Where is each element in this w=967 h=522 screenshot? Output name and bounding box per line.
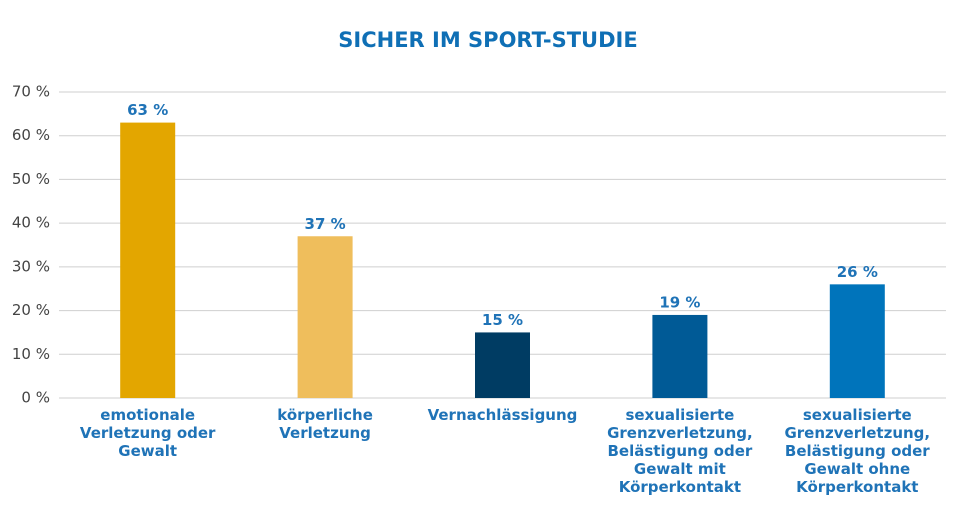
y-tick-label: 70 % — [12, 83, 50, 101]
x-tick-label: Vernachlässigung — [427, 406, 578, 424]
x-tick-label: körperliche Verletzung — [277, 406, 373, 442]
bar — [652, 314, 708, 398]
x-tick-label: sexualisierte Grenzverletzung, Belästigu… — [607, 406, 753, 496]
y-tick-label: 30 % — [12, 257, 50, 275]
y-tick-label: 0 % — [21, 389, 50, 407]
bar — [120, 122, 176, 398]
bar — [475, 332, 530, 398]
value-label: 63 % — [127, 101, 168, 119]
value-label: 26 % — [837, 263, 878, 281]
y-tick-label: 40 % — [12, 214, 50, 232]
y-tick-label: 20 % — [12, 301, 50, 319]
y-tick-label: 50 % — [12, 170, 50, 188]
y-tick-label: 10 % — [12, 345, 50, 363]
bar — [829, 284, 885, 398]
x-tick-label: sexualisierte Grenzverletzung, Belästigu… — [784, 406, 931, 496]
chart-title: SICHER IM SPORT-STUDIE — [338, 28, 637, 52]
x-tick-label: emotionale Verletzung oder Gewalt — [79, 406, 216, 460]
y-tick-label: 60 % — [12, 126, 50, 144]
value-label: 15 % — [482, 311, 523, 329]
value-label: 19 % — [659, 293, 700, 311]
bar — [297, 236, 353, 398]
value-label: 37 % — [305, 215, 346, 233]
